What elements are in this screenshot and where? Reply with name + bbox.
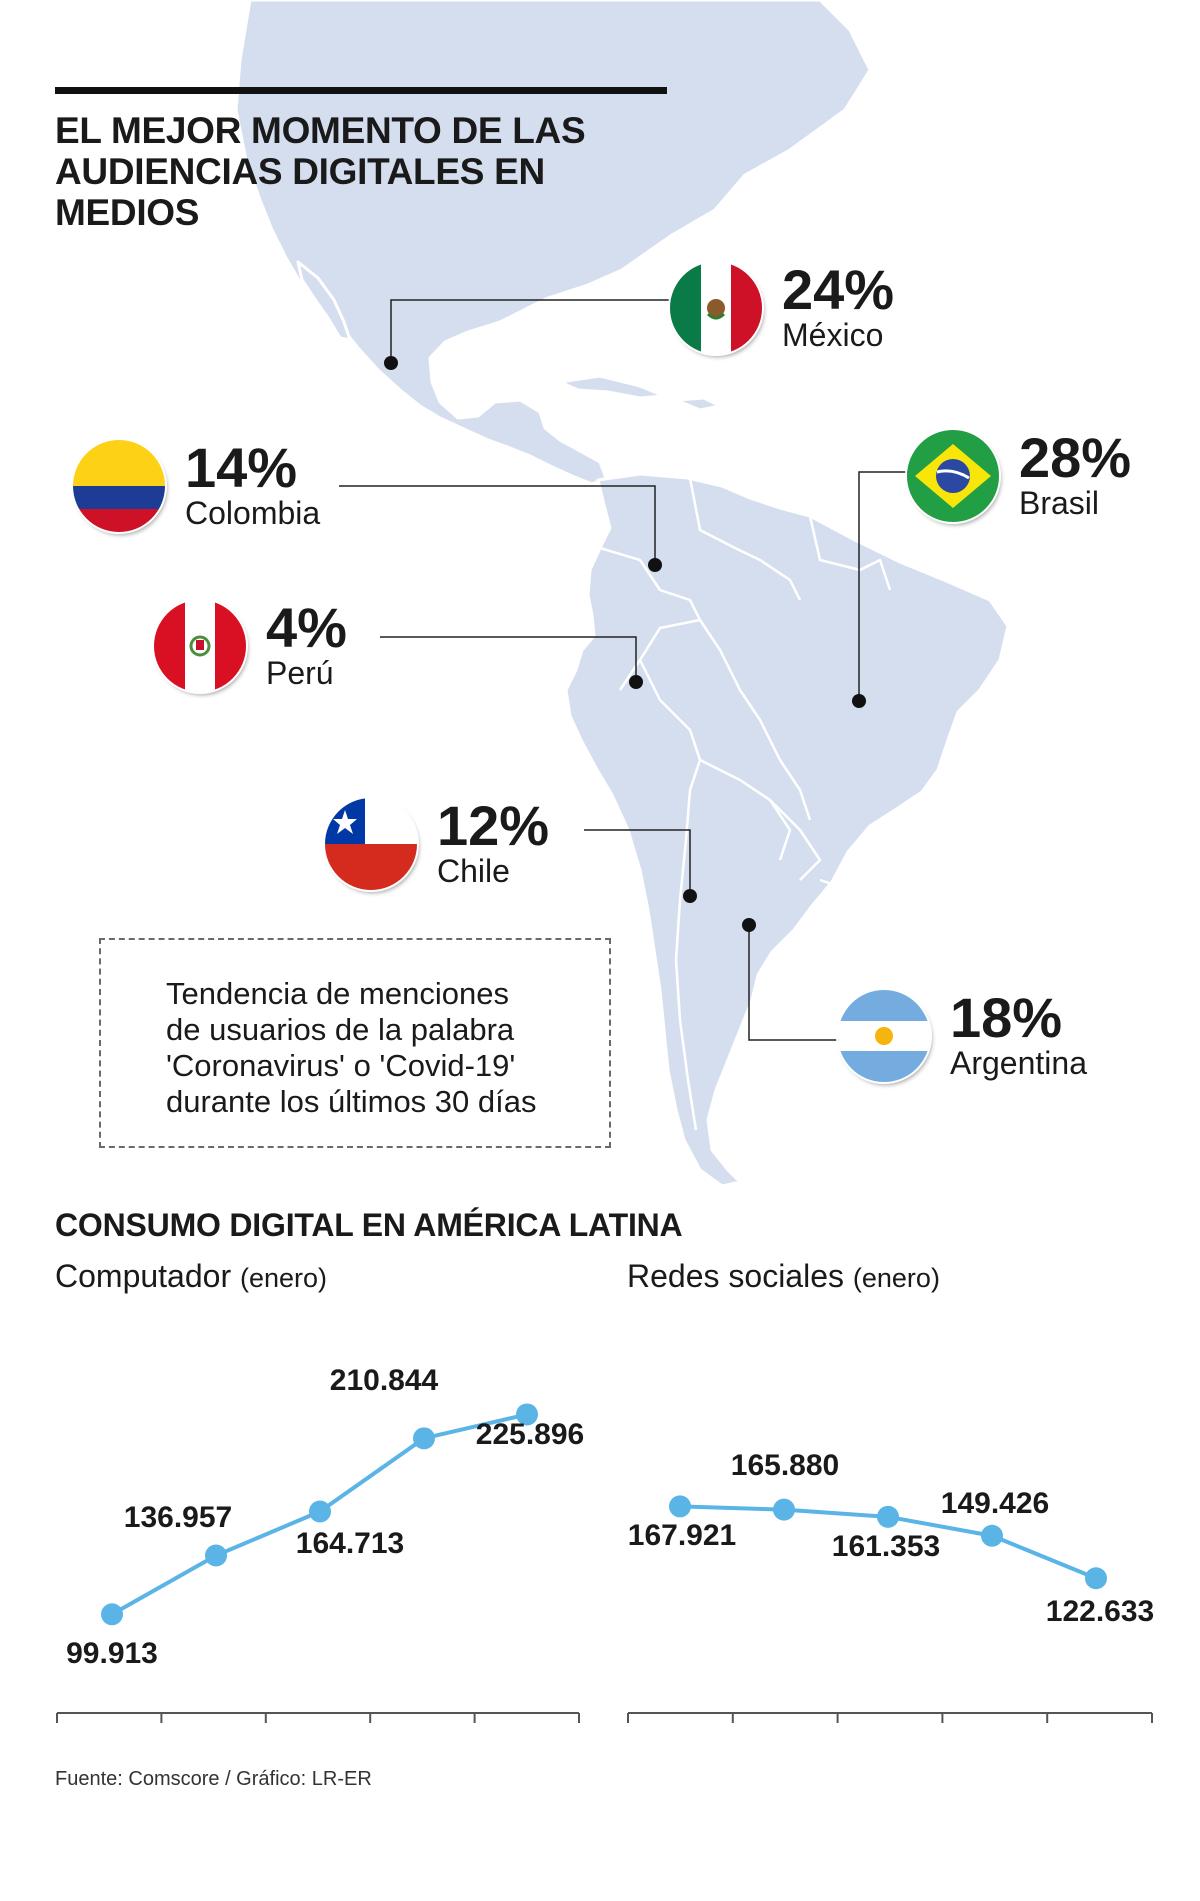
leader-line-peru bbox=[380, 636, 637, 682]
trend-note-text: Tendencia de menciones de usuarios de la… bbox=[166, 976, 537, 1119]
trend-note-box: Tendencia de menciones de usuarios de la… bbox=[99, 938, 611, 1148]
cuba-shape bbox=[558, 374, 666, 400]
x-tick-label-1-2017: 2017 bbox=[754, 1735, 816, 1740]
chart-subtitle-computador-paren: (enero) bbox=[239, 1263, 328, 1293]
brasil-flag-icon bbox=[907, 430, 999, 522]
data-label-0-2016: 99.913 bbox=[66, 1637, 158, 1670]
border-mexico bbox=[431, 350, 531, 384]
data-point-1-2019 bbox=[981, 1524, 1003, 1547]
argentina-name: Argentina bbox=[950, 1045, 1087, 1081]
colombia-name: Colombia bbox=[185, 495, 321, 531]
peru-flag-icon bbox=[154, 600, 246, 692]
leader-line-mexico bbox=[390, 299, 678, 363]
border-brazil-west bbox=[698, 619, 812, 821]
data-label-1-2018: 161.353 bbox=[832, 1530, 940, 1563]
argentina-percent: 18% bbox=[950, 986, 1063, 1049]
chile-percent: 12% bbox=[437, 794, 550, 857]
x-tick-label-0-2019: 2019 bbox=[391, 1735, 453, 1740]
data-point-1-2018 bbox=[877, 1505, 899, 1528]
border-uruguay bbox=[819, 878, 862, 931]
source-credit: Fuente: Comscore / Gráfico: LR-ER bbox=[55, 1768, 372, 1790]
brasil-name: Brasil bbox=[1019, 485, 1100, 521]
leader-line-chile bbox=[584, 829, 691, 896]
point-argentina bbox=[742, 918, 756, 932]
point-peru bbox=[629, 675, 643, 689]
data-point-0-2018 bbox=[309, 1500, 331, 1523]
mexico-name: México bbox=[782, 317, 884, 353]
data-label-0-2018: 164.713 bbox=[296, 1527, 404, 1560]
north-america-shape bbox=[234, 0, 872, 486]
x-tick-label-0-2018: 2018 bbox=[287, 1735, 349, 1740]
brasil-percent: 28% bbox=[1019, 426, 1132, 489]
chart-subtitle-redes-paren: (enero) bbox=[852, 1263, 940, 1293]
x-tick-label-1-2018: 2018 bbox=[859, 1735, 921, 1740]
data-label-0-2020: 225.896 bbox=[476, 1418, 584, 1451]
baja-california-shape bbox=[296, 260, 352, 342]
data-point-0-2017 bbox=[205, 1544, 227, 1567]
data-label-1-2017: 165.880 bbox=[731, 1449, 839, 1482]
peru-name: Perú bbox=[266, 655, 334, 691]
mexico-percent: 24% bbox=[782, 258, 895, 321]
chile-name: Chile bbox=[437, 853, 510, 889]
border-chile-argentina bbox=[674, 789, 698, 1131]
line-charts: 99.913 136.957 164.713 210.844 225.896 2016 20… bbox=[56, 1364, 1154, 1740]
border-peru-bolivia bbox=[638, 659, 702, 791]
point-mexico bbox=[384, 356, 398, 370]
chart-subtitle-computador: Computador (enero) bbox=[55, 1258, 327, 1295]
chart-subtitle-redes: Redes sociales (enero) bbox=[627, 1258, 940, 1295]
chart-subtitle-computador-main: Computador bbox=[55, 1258, 232, 1294]
leader-line-argentina bbox=[748, 925, 840, 1041]
data-label-1-2019: 149.426 bbox=[941, 1487, 1049, 1520]
page-title: EL MEJOR MOMENTO DE LAS AUDIENCIAS DIGIT… bbox=[55, 110, 586, 233]
data-label-1-2016: 167.921 bbox=[628, 1519, 736, 1552]
data-point-0-2019 bbox=[413, 1427, 435, 1450]
border-colombia bbox=[599, 546, 702, 691]
border-venezuela bbox=[688, 477, 802, 601]
data-point-1-2017 bbox=[773, 1498, 795, 1521]
x-tick-label-1-2016: 2016 bbox=[649, 1735, 711, 1740]
point-chile bbox=[683, 889, 697, 903]
leader-line-colombia bbox=[339, 485, 656, 565]
south-america-shape bbox=[564, 472, 1010, 1188]
point-colombia bbox=[648, 558, 662, 572]
point-brasil bbox=[852, 694, 866, 708]
argentina-flag-icon bbox=[838, 990, 930, 1082]
americas-map bbox=[234, 0, 1010, 1188]
data-point-0-2020 bbox=[516, 1403, 538, 1426]
colombia-percent: 14% bbox=[185, 436, 298, 499]
hispaniola-shape bbox=[674, 396, 722, 412]
data-label-0-2017: 136.957 bbox=[124, 1501, 232, 1534]
border-paraguay bbox=[769, 799, 822, 881]
peru-percent: 4% bbox=[266, 596, 347, 659]
data-label-0-2019: 210.844 bbox=[330, 1364, 439, 1397]
data-point-1-2020 bbox=[1085, 1567, 1107, 1590]
data-point-1-2016 bbox=[669, 1495, 691, 1518]
x-tick-label-0-2020: 2020 bbox=[496, 1735, 558, 1740]
border-guianas bbox=[808, 515, 892, 591]
colombia-flag-icon bbox=[73, 440, 165, 532]
mexico-flag-icon bbox=[670, 262, 762, 354]
x-tick-label-1-2019: 2019 bbox=[964, 1735, 1026, 1740]
data-label-1-2020: 122.633 bbox=[1046, 1595, 1154, 1628]
data-point-0-2016 bbox=[101, 1603, 123, 1626]
chile-flag-icon bbox=[325, 798, 417, 890]
title-rule bbox=[55, 87, 667, 94]
chart-subtitle-redes-main: Redes sociales bbox=[627, 1258, 844, 1294]
x-tick-label-0-2016: 2016 bbox=[78, 1735, 140, 1740]
x-tick-label-0-2017: 2017 bbox=[182, 1735, 244, 1740]
section-title: CONSUMO DIGITAL EN AMÉRICA LATINA bbox=[55, 1207, 683, 1243]
leader-line-brasil bbox=[858, 471, 908, 701]
x-tick-label-1-2020: 2020 bbox=[1068, 1735, 1130, 1740]
